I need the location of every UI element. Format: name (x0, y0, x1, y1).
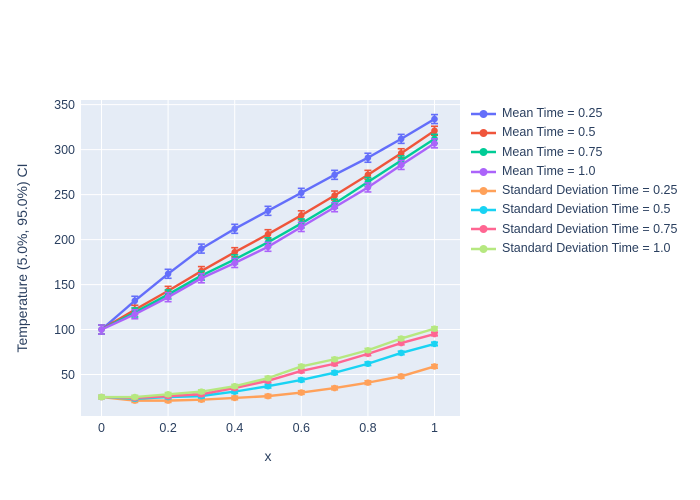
data-point[interactable] (198, 274, 205, 282)
data-point[interactable] (331, 203, 338, 211)
y-axis-title: Temperature (5.0%, 95.0%) CI (14, 163, 30, 352)
legend-line-marker-icon (471, 225, 496, 234)
x-tick-label: 0 (98, 421, 105, 435)
data-point[interactable] (264, 230, 272, 238)
data-point[interactable] (331, 384, 338, 392)
data-point[interactable] (298, 376, 305, 384)
x-tick-label: 0.8 (359, 421, 376, 435)
legend-line-marker-icon (471, 128, 496, 137)
legend-item-mean-time-0-25[interactable]: Mean Time = 0.25 (470, 104, 677, 123)
legend-label: Mean Time = 0.75 (502, 144, 603, 159)
data-point[interactable] (397, 149, 405, 157)
legend-label: Standard Deviation Time = 0.75 (502, 221, 678, 236)
legend-item-std-dev-time-1-0[interactable]: Standard Deviation Time = 1.0 (470, 239, 677, 258)
series-3 (98, 138, 438, 335)
y-tick-label: 150 (54, 278, 75, 292)
x-tick-label: 0.4 (226, 421, 243, 435)
data-point[interactable] (431, 127, 438, 135)
data-point[interactable] (397, 349, 405, 357)
legend: Mean Time = 0.25 Mean Time = 0.5 Mean Ti… (470, 104, 677, 258)
legend-line-marker-icon (471, 206, 496, 215)
data-point[interactable] (298, 189, 305, 197)
data-point[interactable] (264, 374, 272, 382)
data-point[interactable] (364, 346, 372, 354)
legend-line-marker-icon (471, 109, 496, 118)
data-point[interactable] (364, 154, 372, 162)
data-point[interactable] (264, 382, 272, 390)
y-tick-label: 50 (61, 368, 75, 382)
x-tick-label: 0.6 (293, 421, 310, 435)
legend-item-std-dev-time-0-5[interactable]: Standard Deviation Time = 0.5 (470, 200, 677, 219)
data-point[interactable] (198, 388, 205, 395)
legend-label: Mean Time = 1.0 (502, 163, 596, 178)
legend-label: Standard Deviation Time = 0.25 (502, 183, 678, 198)
data-point[interactable] (131, 310, 139, 318)
data-point[interactable] (397, 373, 405, 380)
data-point[interactable] (164, 391, 172, 398)
series-7 (98, 325, 438, 401)
legend-item-mean-time-0-75[interactable]: Mean Time = 0.75 (470, 143, 677, 162)
data-point[interactable] (298, 363, 305, 370)
data-point[interactable] (431, 140, 438, 147)
plot-background (81, 100, 460, 416)
x-tick-label: 0.2 (159, 421, 176, 435)
y-tick-label: 300 (54, 143, 75, 157)
data-point[interactable] (231, 225, 239, 233)
y-tick-label: 200 (54, 233, 75, 247)
data-point[interactable] (164, 293, 172, 301)
data-point[interactable] (364, 171, 372, 179)
legend-label: Standard Deviation Time = 1.0 (502, 241, 671, 256)
legend-label: Standard Deviation Time = 0.5 (502, 202, 671, 217)
data-point[interactable] (264, 207, 272, 215)
legend-item-mean-time-0-5[interactable]: Mean Time = 0.5 (470, 123, 677, 142)
legend-line-marker-icon (471, 244, 496, 253)
data-point[interactable] (431, 363, 438, 370)
data-point[interactable] (131, 297, 139, 305)
data-point[interactable] (431, 340, 438, 348)
data-point[interactable] (264, 243, 272, 251)
data-point[interactable] (298, 223, 305, 231)
data-point[interactable] (264, 392, 272, 400)
legend-item-mean-time-1-0[interactable]: Mean Time = 1.0 (470, 162, 677, 181)
data-point[interactable] (331, 355, 338, 363)
data-point[interactable] (431, 330, 438, 338)
x-axis-title: x (265, 448, 272, 464)
data-point[interactable] (331, 369, 338, 377)
data-point[interactable] (231, 382, 239, 390)
legend-item-std-dev-time-0-75[interactable]: Standard Deviation Time = 0.75 (470, 220, 677, 239)
data-point[interactable] (331, 171, 338, 179)
legend-line-marker-icon (471, 167, 496, 176)
data-point[interactable] (164, 270, 172, 278)
x-tick-label: 1 (431, 421, 438, 435)
data-point[interactable] (331, 192, 338, 199)
legend-label: Mean Time = 0.5 (502, 125, 596, 140)
data-point[interactable] (364, 184, 372, 191)
data-point[interactable] (364, 379, 372, 386)
data-point[interactable] (231, 259, 239, 267)
y-tick-label: 350 (54, 98, 75, 112)
legend-line-marker-icon (471, 186, 496, 195)
data-point[interactable] (431, 325, 438, 332)
data-point[interactable] (98, 393, 105, 401)
data-point[interactable] (98, 326, 105, 333)
data-point[interactable] (397, 161, 405, 169)
legend-line-marker-icon (471, 148, 496, 157)
data-point[interactable] (364, 360, 372, 368)
data-point[interactable] (231, 394, 239, 402)
data-point[interactable] (431, 115, 438, 123)
data-point[interactable] (298, 212, 305, 219)
legend-item-std-dev-time-0-25[interactable]: Standard Deviation Time = 0.25 (470, 181, 677, 200)
data-point[interactable] (397, 335, 405, 342)
legend-label: Mean Time = 0.25 (502, 106, 603, 120)
y-tick-label: 250 (54, 188, 75, 202)
data-point[interactable] (397, 135, 405, 143)
data-point[interactable] (231, 248, 239, 256)
data-point[interactable] (131, 393, 139, 401)
data-point[interactable] (198, 245, 205, 252)
data-point[interactable] (298, 389, 305, 396)
y-tick-label: 100 (54, 323, 75, 337)
